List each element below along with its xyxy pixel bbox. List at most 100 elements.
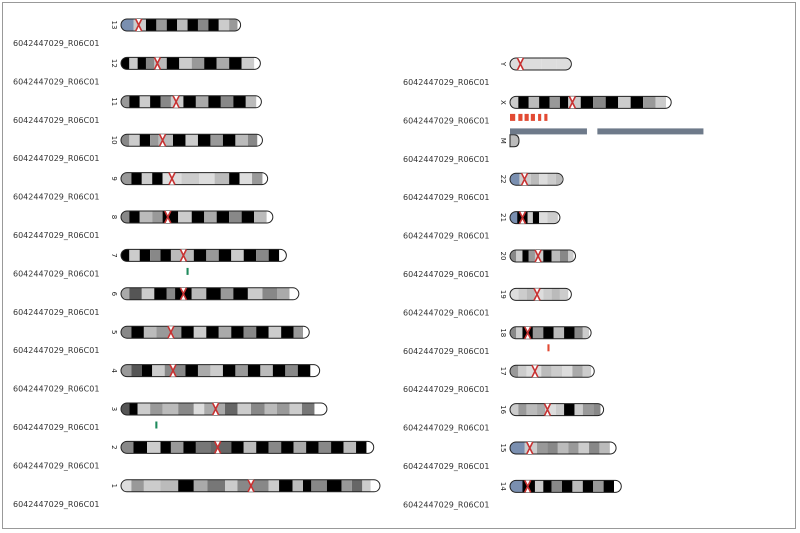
loss-segment-chrX (530, 113, 535, 121)
band (303, 479, 312, 492)
loh-segment-chrX (510, 128, 587, 135)
band (543, 326, 554, 339)
band-group (510, 480, 622, 493)
chromosome-outline (120, 133, 263, 147)
chromosome-17: 17 (499, 364, 595, 378)
band (129, 134, 140, 147)
band (551, 288, 560, 301)
chromosome-number: 19 (499, 290, 507, 299)
chromosome-number: 21 (499, 213, 507, 222)
band (170, 441, 184, 454)
band (187, 19, 198, 31)
chromosome-19: 19 (499, 287, 572, 301)
band (543, 288, 552, 301)
band-group (121, 95, 262, 108)
sample-label: 6042447029_R06C01 (403, 155, 489, 164)
band (206, 326, 219, 339)
band (578, 442, 590, 454)
centromere (179, 287, 188, 301)
chromosome-16: 16 (499, 403, 605, 417)
band (131, 172, 142, 185)
band (526, 403, 538, 416)
band (143, 479, 161, 492)
band (543, 250, 552, 262)
band (231, 249, 244, 262)
band (129, 95, 140, 108)
sample-label: 6042447029_R06C01 (13, 500, 99, 509)
centromere (520, 172, 529, 186)
band (141, 287, 155, 300)
band (156, 19, 167, 31)
centromere (533, 288, 541, 301)
chromosome-6: 6 (110, 287, 300, 301)
chromosome-number: 10 (110, 136, 118, 145)
band (233, 95, 246, 108)
sample-label: 6042447029_R06C01 (403, 462, 489, 471)
centromere (179, 249, 188, 262)
band (197, 134, 211, 147)
band (237, 479, 269, 492)
band (150, 95, 161, 108)
band (214, 172, 230, 185)
acrocentric-stalk (121, 19, 134, 31)
band-group (121, 249, 287, 262)
sample-label: 6042447029_R06C01 (13, 308, 99, 317)
chromosome-outline (509, 441, 617, 455)
band (170, 249, 194, 262)
band (551, 250, 560, 262)
band (537, 442, 548, 454)
band (539, 173, 548, 186)
band (593, 403, 601, 416)
chromosome-15: 15 (499, 441, 617, 455)
sample-label: 6042447029_R06C01 (403, 116, 489, 125)
band-group (510, 96, 672, 109)
band (121, 441, 134, 454)
band (210, 364, 223, 377)
band (191, 211, 205, 223)
band (510, 288, 519, 301)
centromere (568, 96, 577, 109)
band (121, 249, 130, 262)
band (195, 95, 209, 108)
band (643, 96, 656, 109)
chromosome-13: 13 (110, 18, 242, 32)
chromosome-m-shape (509, 134, 520, 148)
band (160, 441, 171, 454)
band (199, 172, 215, 185)
band (527, 211, 533, 224)
band (268, 326, 282, 339)
chromosome-number: 2 (110, 445, 118, 449)
band (534, 250, 544, 262)
band (247, 364, 261, 377)
band (207, 479, 225, 492)
centromere (172, 95, 180, 109)
band (137, 403, 151, 415)
acrocentric-stalk (510, 442, 525, 454)
band-group (121, 172, 268, 185)
band (166, 57, 180, 70)
loh-segment-chrX (597, 128, 704, 135)
centromere (534, 249, 542, 263)
chromosome-outline (120, 440, 375, 454)
band (251, 403, 265, 415)
band (256, 249, 269, 262)
band (630, 96, 644, 109)
band (206, 287, 221, 300)
band (150, 249, 161, 262)
band-group (121, 326, 310, 339)
band (618, 96, 631, 109)
band (150, 403, 163, 415)
band (362, 479, 371, 492)
centromere (134, 18, 143, 32)
band (243, 441, 257, 454)
centromere (164, 210, 172, 224)
band (195, 441, 211, 454)
band (216, 57, 230, 70)
band (582, 403, 594, 416)
band (231, 441, 244, 454)
band (229, 211, 242, 223)
band-group (510, 173, 564, 186)
chromosome-outline (120, 56, 261, 70)
chromosome-18: 18 (499, 326, 592, 340)
chromosome-outline (509, 403, 605, 417)
